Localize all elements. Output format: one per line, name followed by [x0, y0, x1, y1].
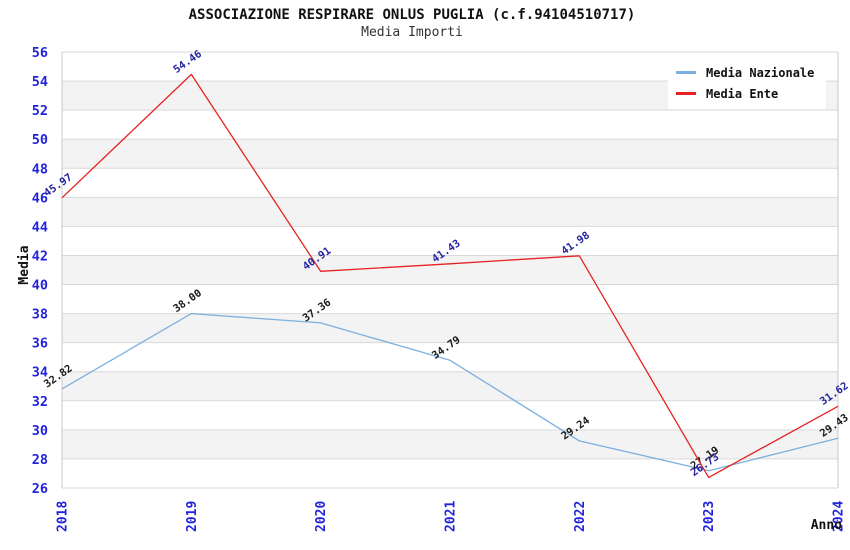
- y-tick-label: 50: [32, 132, 48, 148]
- legend-label-media-ente: Media Ente: [706, 86, 779, 101]
- plot-band: [62, 458, 838, 488]
- chart-title: ASSOCIAZIONE RESPIRARE ONLUS PUGLIA (c.f…: [188, 7, 636, 23]
- series-line-media-nazionale: [61, 312, 839, 472]
- y-tick-label: 36: [32, 336, 48, 352]
- chart-subtitle: Media Importi: [361, 25, 463, 40]
- y-tick-label: 56: [32, 45, 48, 61]
- y-tick-label: 38: [32, 307, 48, 323]
- plot-band: [62, 110, 838, 140]
- y-tick-label: 54: [32, 74, 48, 90]
- y-tick-label: 32: [32, 394, 48, 410]
- plot-band: [62, 255, 838, 285]
- x-tick-label: 2024: [832, 501, 847, 532]
- y-tick-label: 48: [32, 161, 48, 177]
- y-tick-label: 52: [32, 103, 48, 119]
- y-tick-label: 26: [32, 481, 48, 497]
- legend: Media Nazionale Media Ente: [668, 57, 826, 109]
- x-tick-label: 2019: [185, 501, 200, 532]
- y-tick-label: 42: [32, 248, 48, 264]
- series-line-media-ente: [61, 73, 839, 479]
- plot-band: [62, 400, 838, 430]
- legend-label-media-nazionale: Media Nazionale: [706, 65, 815, 80]
- legend-item-media-ente: Media Ente: [676, 83, 826, 104]
- plot-band: [62, 226, 838, 256]
- plot-band: [62, 284, 838, 314]
- y-axis-title: Media: [17, 245, 32, 284]
- plot-band: [62, 313, 838, 343]
- x-tick-label: 2020: [314, 501, 329, 532]
- plot-band: [62, 342, 838, 372]
- x-axis-title: Anno: [811, 518, 842, 533]
- legend-swatch-media-nazionale-icon: [676, 71, 696, 74]
- plot-band: [62, 139, 838, 169]
- y-tick-label: 44: [32, 219, 48, 235]
- plot-band: [62, 197, 838, 227]
- y-tick-label: 30: [32, 423, 48, 439]
- x-tick-label: 2018: [56, 501, 71, 532]
- legend-swatch-media-ente-icon: [676, 92, 696, 95]
- y-tick-label: 34: [32, 365, 48, 381]
- y-tick-label: 46: [32, 190, 48, 206]
- x-tick-label: 2021: [444, 501, 459, 532]
- y-tick-label: 40: [32, 278, 48, 294]
- legend-item-media-nazionale: Media Nazionale: [676, 62, 826, 83]
- x-tick-label: 2023: [702, 501, 717, 532]
- plot-band: [62, 429, 838, 459]
- plot-band: [62, 168, 838, 198]
- y-tick-label: 28: [32, 452, 48, 468]
- plot-band: [62, 371, 838, 401]
- x-tick-label: 2022: [573, 501, 588, 532]
